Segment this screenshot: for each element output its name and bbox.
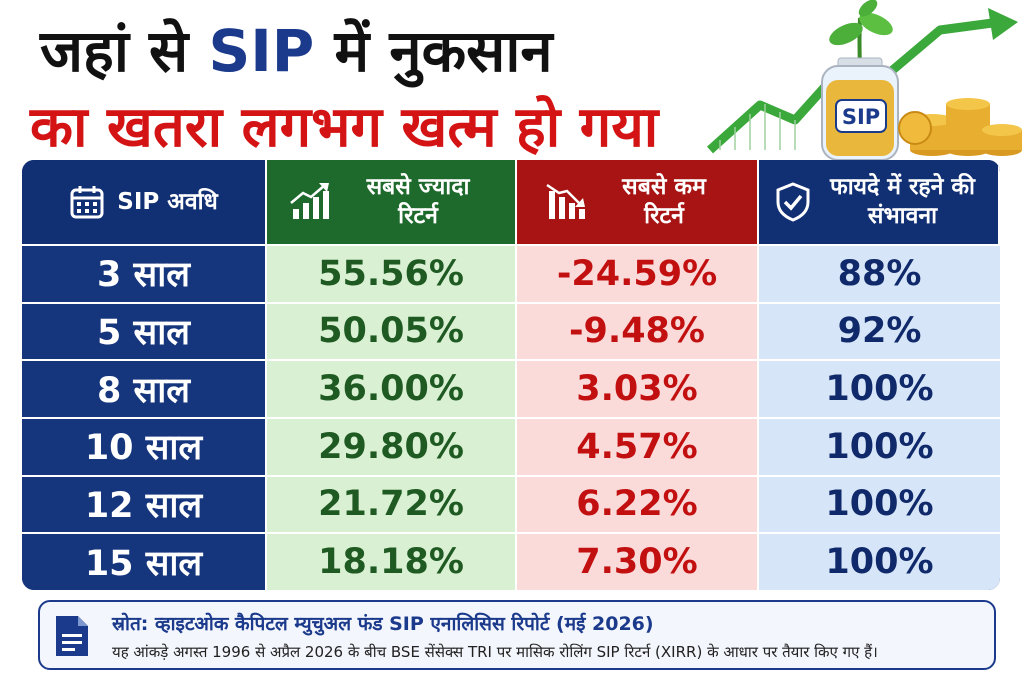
row-2-period: 5 साल	[22, 301, 267, 360]
row-2-highest: 50.05%	[267, 301, 517, 360]
coin-stack-icon	[898, 98, 1022, 156]
bar-chart-up-icon	[290, 183, 329, 219]
header-period: SIP अवधि	[22, 160, 267, 244]
header-lowest-return: सबसे कम रिटर्न	[517, 160, 759, 244]
row-3-period: 8 साल	[22, 359, 267, 417]
source-footnote: स्रोत: व्हाइटओक कैपिटल म्युचुअल फंड SIP …	[38, 600, 996, 670]
sip-growth-illustration: SIP	[706, 0, 1022, 161]
row-2-lowest: -9.48%	[517, 301, 759, 360]
calendar-icon	[70, 186, 104, 219]
row-4-highest: 29.80%	[267, 417, 517, 475]
bar-chart-down-icon	[546, 183, 585, 219]
header-profit-probability: फायदे में रहने की संभावना	[759, 160, 1000, 244]
header-highest-label: सबसे ज्यादा रिटर्न	[366, 174, 470, 229]
document-icon	[56, 616, 88, 656]
methodology-text: यह आंकड़े अगस्त 1996 से अप्रैल 2026 के ब…	[112, 643, 878, 661]
coin-jar-icon: SIP	[821, 57, 899, 161]
row-6-probability: 100%	[759, 532, 1000, 590]
row-4-lowest: 4.57%	[517, 417, 759, 475]
row-6-highest: 18.18%	[267, 532, 517, 590]
headline-prefix: जहां से	[40, 17, 209, 85]
headline-line-1: जहां से SIP में नुकसान	[40, 22, 680, 80]
header-highest-return: सबसे ज्यादा रिटर्न	[267, 160, 517, 244]
row-1-period: 3 साल	[22, 244, 267, 302]
row-1-probability: 88%	[759, 244, 1000, 302]
sip-returns-table: SIP अवधि सबसे ज्यादा रिटर्न सबसे कम रिटर…	[22, 160, 1000, 590]
source-text: स्रोत: व्हाइटओक कैपिटल म्युचुअल फंड SIP …	[112, 613, 654, 635]
row-1-lowest: -24.59%	[517, 244, 759, 302]
row-5-period: 12 साल	[22, 474, 267, 533]
row-3-probability: 100%	[759, 359, 1000, 417]
row-5-probability: 100%	[759, 474, 1000, 533]
row-6-period: 15 साल	[22, 532, 267, 590]
headline-highlight: SIP	[208, 17, 315, 85]
jar-label: SIP	[842, 105, 880, 129]
row-5-highest: 21.72%	[267, 474, 517, 533]
plant-sprout-icon	[829, 0, 893, 69]
headline-line-2: का खतरा लगभग खत्म हो गया	[30, 95, 659, 160]
row-4-probability: 100%	[759, 417, 1000, 475]
row-4-period: 10 साल	[22, 417, 267, 475]
headline-suffix: में नुकसान	[314, 17, 553, 85]
row-3-lowest: 3.03%	[517, 359, 759, 417]
header-period-label: SIP अवधि	[117, 188, 218, 215]
row-5-lowest: 6.22%	[517, 474, 759, 533]
header-lowest-label: सबसे कम रिटर्न	[622, 174, 706, 229]
row-2-probability: 92%	[759, 301, 1000, 360]
row-6-lowest: 7.30%	[517, 532, 759, 590]
row-1-highest: 55.56%	[267, 244, 517, 302]
header-probability-label: फायदे में रहने की संभावना	[829, 174, 976, 229]
shield-check-icon	[776, 182, 809, 222]
row-3-highest: 36.00%	[267, 359, 517, 417]
